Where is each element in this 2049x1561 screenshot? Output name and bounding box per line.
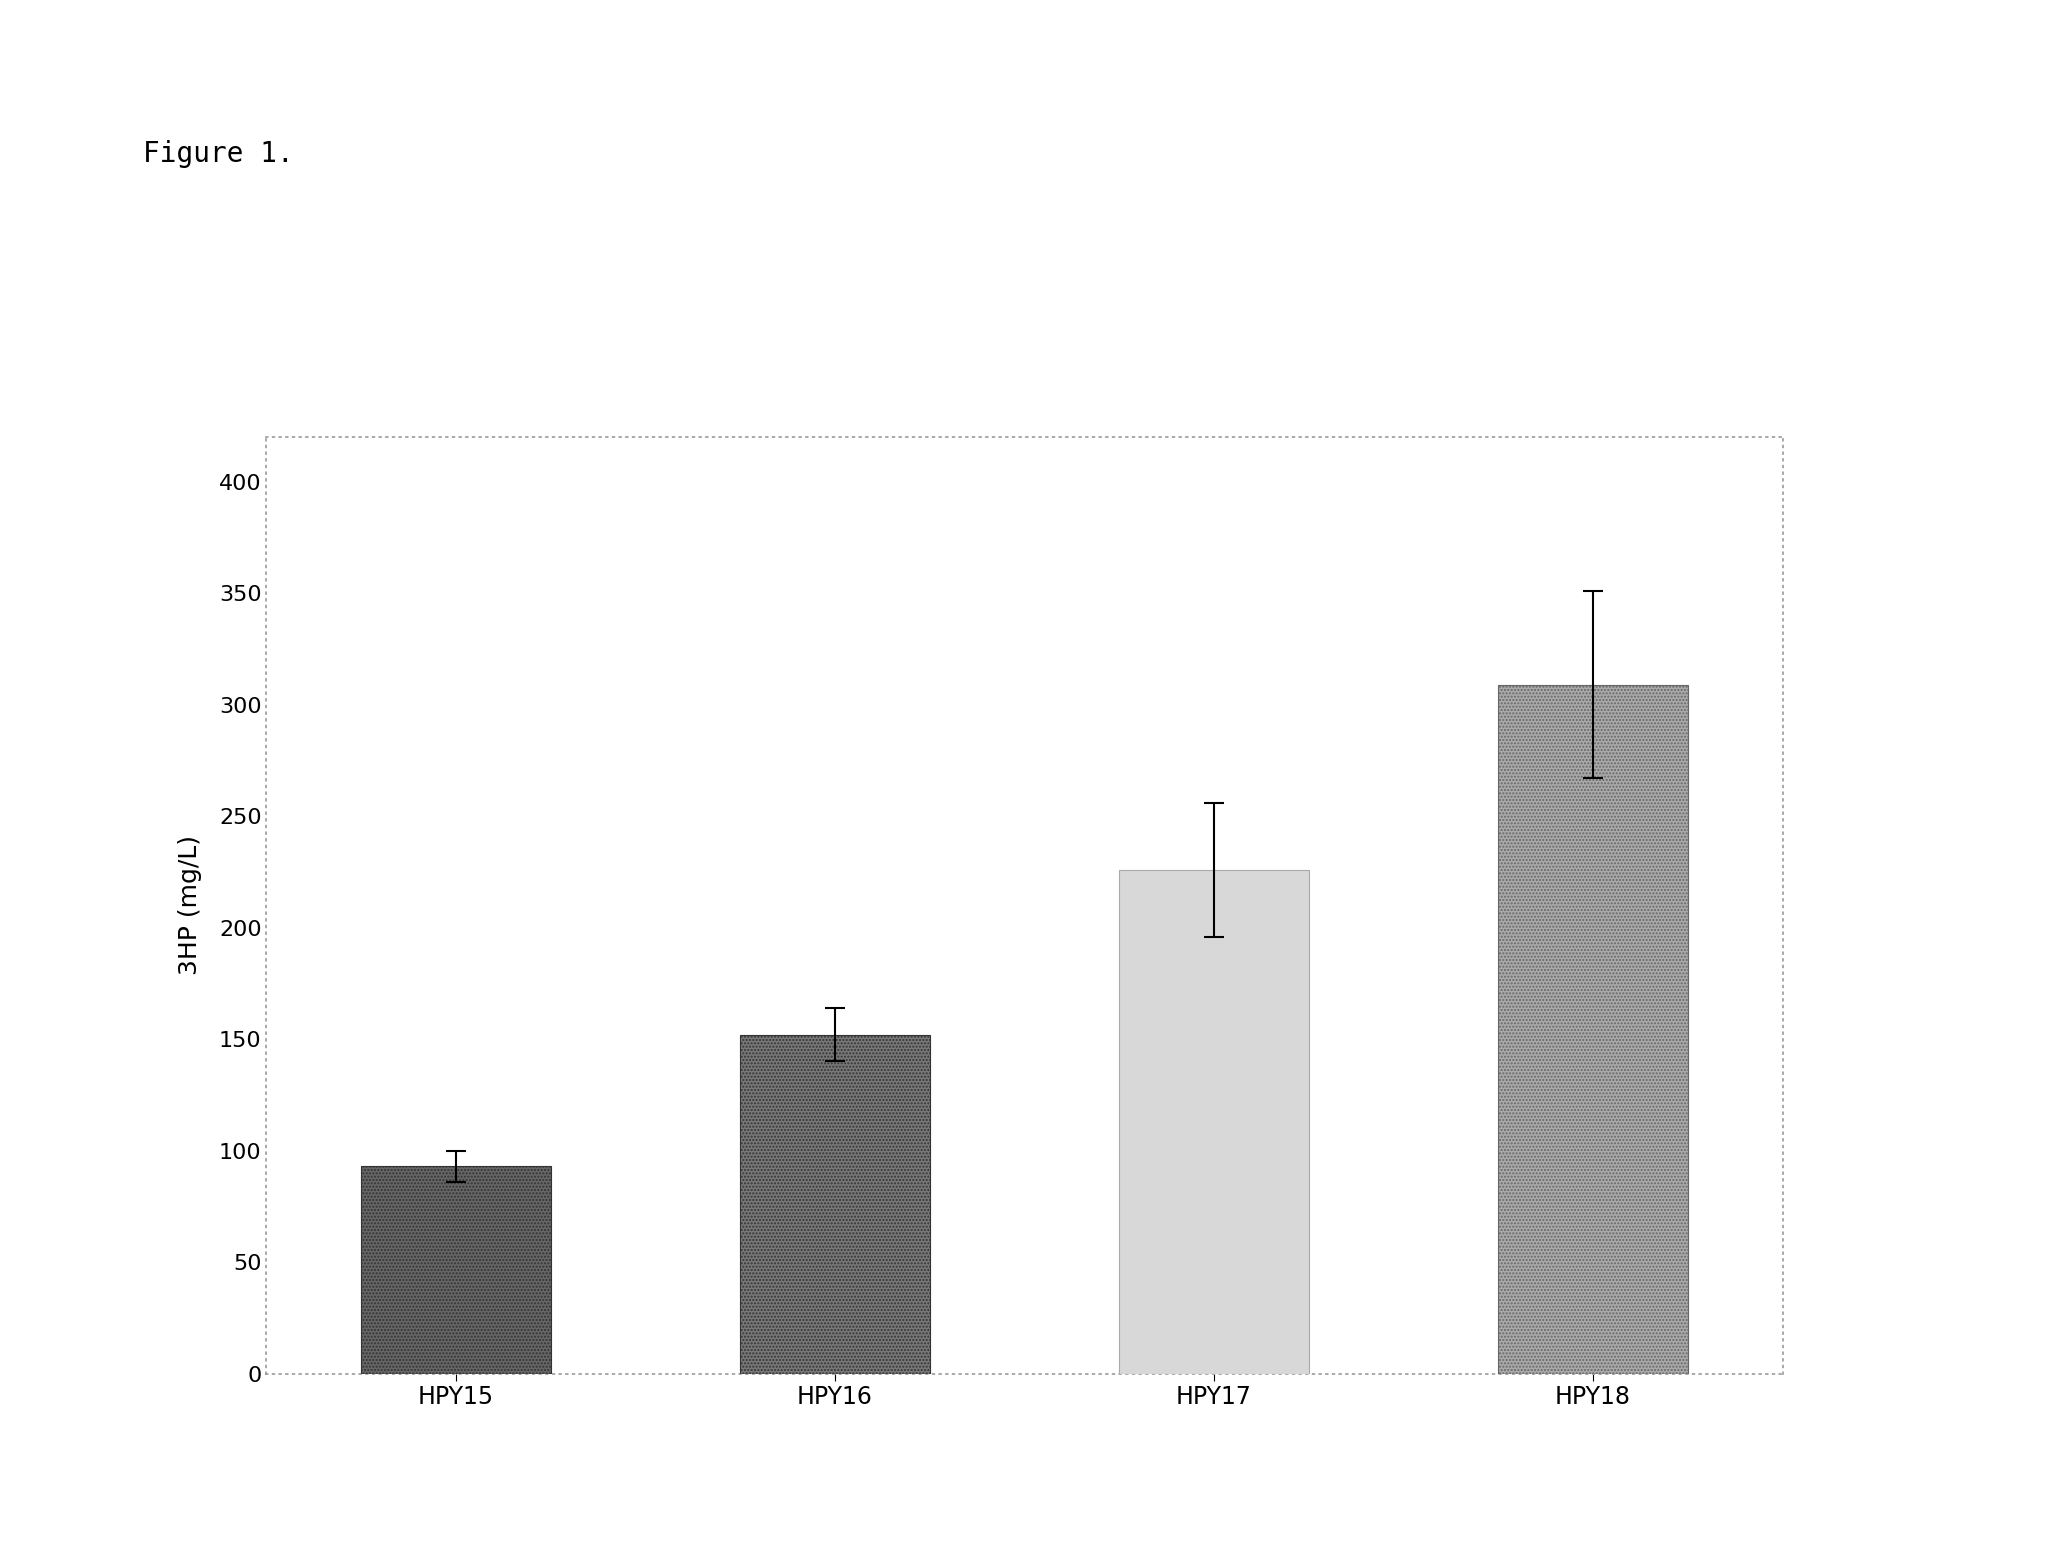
Y-axis label: 3HP (mg/L): 3HP (mg/L) <box>178 835 203 976</box>
Bar <box>1498 685 1688 1374</box>
Text: Figure 1.: Figure 1. <box>143 140 295 169</box>
Bar <box>361 1166 551 1374</box>
Bar <box>740 1035 930 1374</box>
Bar <box>1119 869 1309 1374</box>
